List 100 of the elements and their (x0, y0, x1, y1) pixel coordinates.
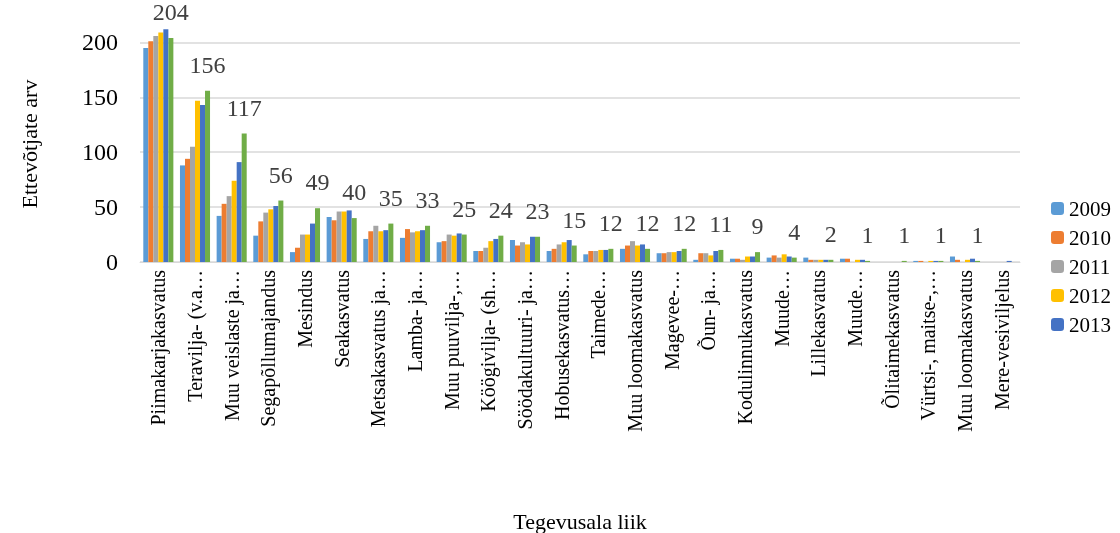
bar (158, 32, 164, 262)
bar (446, 234, 452, 262)
data-label: 9 (751, 213, 764, 240)
data-label: 1 (861, 221, 874, 248)
legend-label: 2011 (1069, 254, 1111, 279)
data-label: 40 (342, 179, 367, 206)
x-tick-label: Mesindus (294, 269, 316, 348)
data-label: 12 (635, 209, 660, 236)
x-tick-label: Muu loomakasvatus (954, 269, 976, 432)
y-tick-label: 50 (94, 194, 118, 221)
bar (205, 90, 211, 262)
bar (346, 210, 352, 262)
bar (441, 241, 447, 262)
bar (331, 220, 337, 262)
x-tick-label: Segapõllumajandus (257, 269, 281, 427)
bar (383, 230, 389, 262)
bar (525, 244, 531, 262)
bar (415, 231, 421, 262)
bar (965, 259, 971, 262)
bar (718, 249, 724, 262)
bar (498, 235, 504, 262)
bar (661, 253, 667, 262)
bar (619, 248, 625, 262)
y-tick-label: 200 (82, 29, 118, 56)
bar (294, 247, 300, 262)
bar (739, 259, 745, 262)
bar (681, 248, 687, 262)
legend-label: 2009 (1069, 196, 1111, 221)
bar (336, 211, 342, 262)
bar (305, 234, 311, 262)
bar (509, 240, 515, 262)
bar (671, 252, 677, 262)
bar (263, 212, 269, 262)
data-label: 25 (452, 195, 477, 222)
bar (195, 100, 201, 262)
data-label: 1 (971, 221, 984, 248)
bar (168, 38, 174, 262)
bar (698, 253, 704, 262)
bar (635, 245, 641, 262)
x-tick-label: Õlitaimekasvatus (879, 269, 903, 409)
bar (216, 215, 222, 262)
bar (231, 180, 237, 262)
x-tick-label: Muude… (770, 270, 793, 347)
bar (368, 231, 374, 262)
data-label: 15 (562, 206, 587, 233)
data-label: 33 (415, 186, 440, 213)
bar (200, 105, 206, 262)
legend-label: 2012 (1069, 283, 1111, 308)
bar (221, 203, 227, 262)
bar (278, 200, 284, 262)
x-tick-label: Lamba- ja… (404, 270, 427, 372)
bar (791, 257, 797, 262)
bar (771, 255, 777, 262)
bar (409, 232, 415, 262)
bar (315, 208, 321, 262)
bar (388, 223, 394, 262)
bar (556, 244, 562, 262)
bar (241, 133, 247, 262)
bar (519, 242, 525, 262)
x-tick-label: Teravilja- (v.a… (184, 270, 207, 402)
bar (583, 254, 589, 262)
data-label: 35 (378, 184, 403, 211)
x-tick-label: Õun- ja… (696, 270, 721, 351)
data-label: 12 (672, 209, 697, 236)
data-label: 49 (305, 169, 330, 196)
bar (530, 236, 536, 262)
bar (483, 247, 489, 262)
bar (755, 252, 761, 262)
bar (351, 218, 357, 262)
bar (373, 225, 379, 262)
bar (713, 251, 719, 262)
bar (493, 238, 499, 262)
bar (326, 217, 332, 262)
bar (551, 248, 557, 262)
bar (703, 253, 709, 262)
bar (363, 238, 369, 262)
bar (818, 259, 824, 262)
x-tick-label: Köögivilja- (sh… (477, 270, 501, 412)
bar (184, 158, 190, 262)
bar (143, 47, 149, 262)
bar (163, 29, 169, 262)
bar (268, 209, 274, 262)
bar (571, 245, 577, 262)
bar (451, 235, 457, 262)
bar (776, 257, 782, 262)
bar (273, 206, 279, 262)
bar (258, 221, 264, 262)
x-tick-label: Seakasvatus (330, 269, 353, 368)
bar (645, 248, 651, 262)
bar (656, 253, 662, 262)
bar (546, 251, 552, 262)
bar (148, 41, 154, 262)
bar (566, 240, 572, 262)
bar (598, 249, 604, 262)
bar (954, 259, 960, 262)
bar (803, 257, 809, 262)
bar (226, 196, 232, 262)
x-tick-label: Magevee-… (660, 270, 684, 370)
bar (608, 248, 614, 262)
bar (473, 251, 479, 262)
